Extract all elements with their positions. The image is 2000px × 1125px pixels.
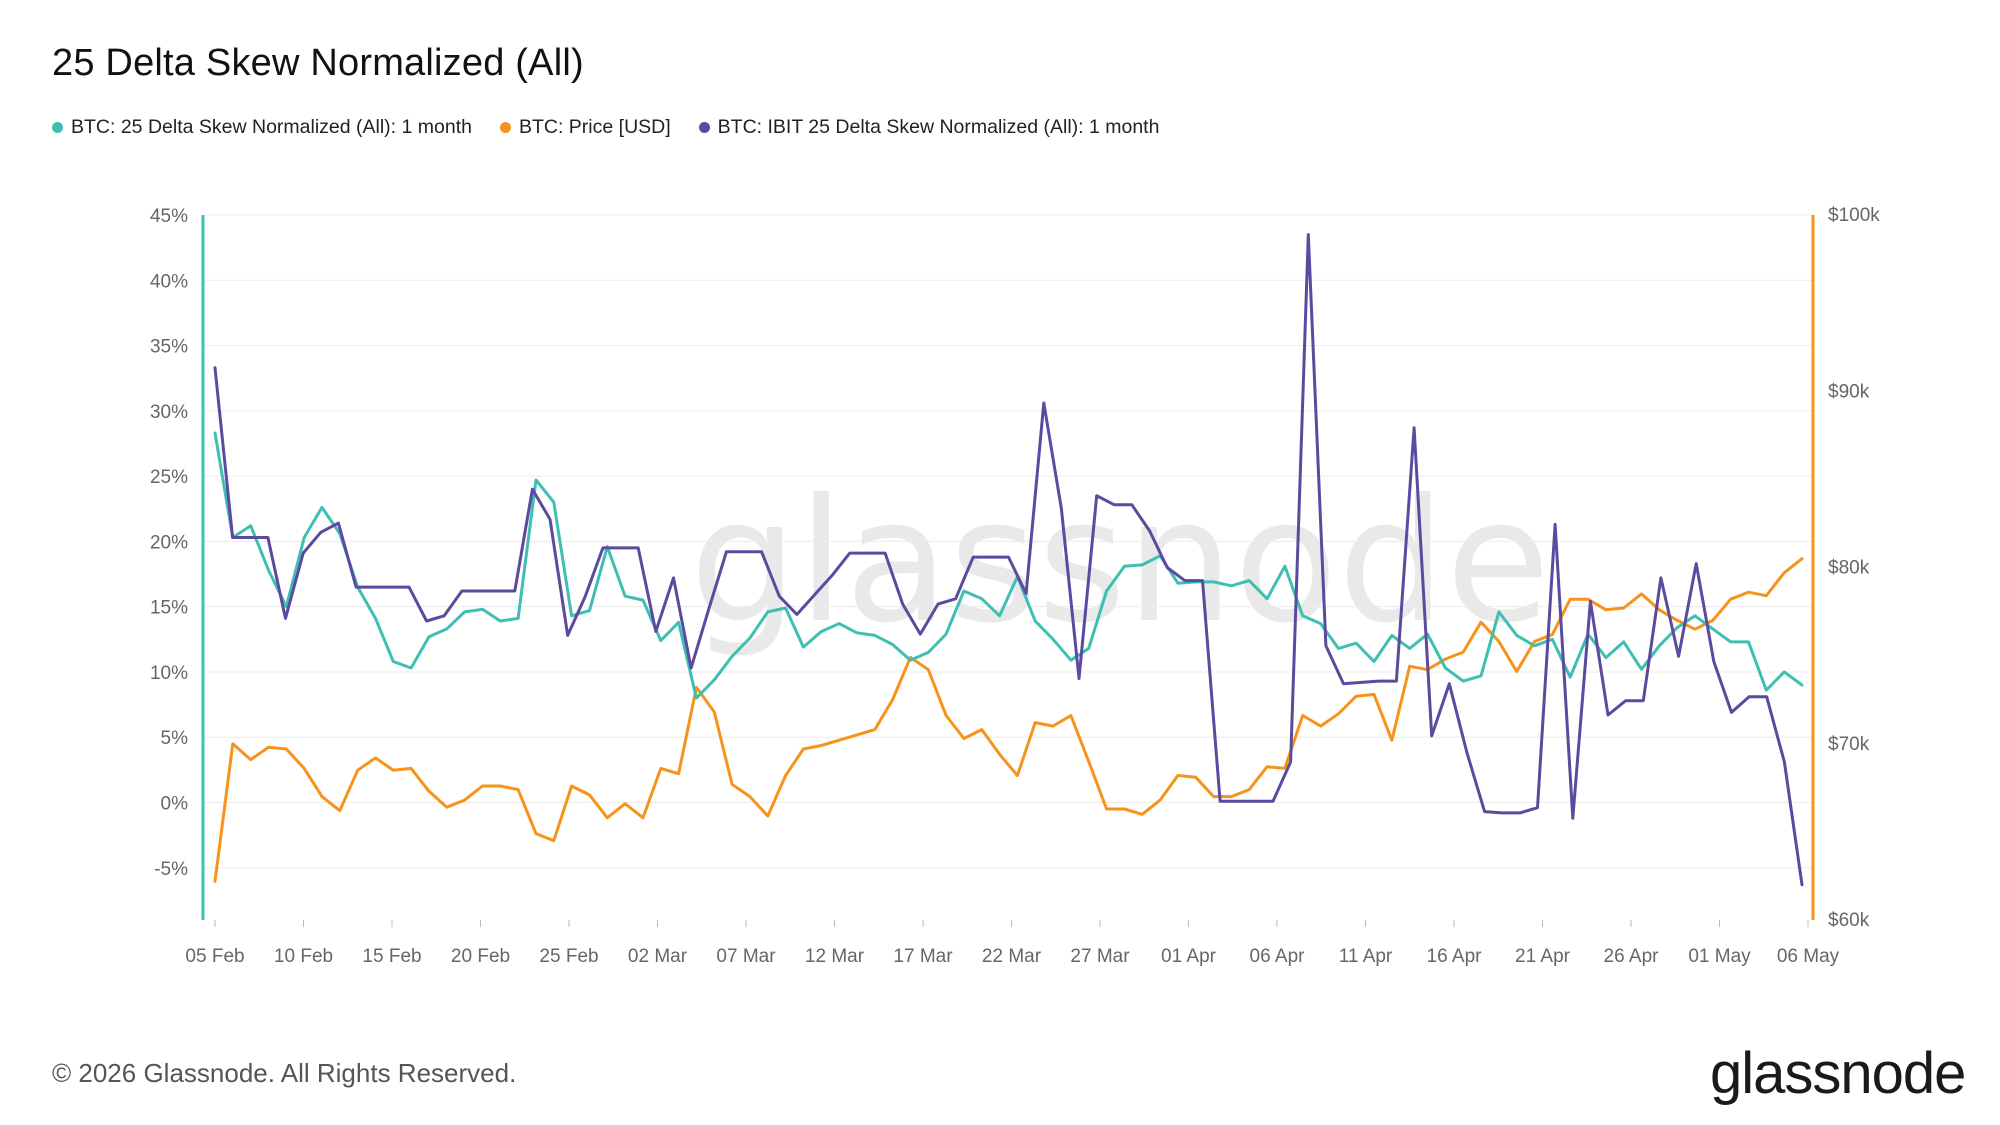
y-left-tick-label: 30% xyxy=(150,402,188,423)
legend-item-ibit[interactable]: BTC: IBIT 25 Delta Skew Normalized (All)… xyxy=(698,116,1160,139)
x-tick-label: 06 May xyxy=(1777,946,1840,967)
x-tick-label: 02 Mar xyxy=(628,946,688,967)
y-left-tick-label: -5% xyxy=(154,859,188,880)
chart-title: 25 Delta Skew Normalized (All) xyxy=(52,42,584,84)
legend-dot-skew xyxy=(52,122,63,133)
x-tick-label: 16 Apr xyxy=(1427,946,1483,967)
x-tick-label: 01 Apr xyxy=(1161,946,1217,967)
series-line-0 xyxy=(213,431,1804,700)
y-left-tick-label: 45% xyxy=(150,206,188,227)
series-lines xyxy=(213,233,1804,887)
x-tick-label: 01 May xyxy=(1688,946,1751,967)
legend-label-price: BTC: Price [USD] xyxy=(518,116,671,138)
x-tick-label: 12 Mar xyxy=(805,946,865,967)
y-right-tick-label: $60k xyxy=(1828,910,1870,931)
y-left-tick-label: 35% xyxy=(150,337,188,358)
glassnode-logo: glassnode xyxy=(1710,1041,1966,1106)
y-right-tick-label: $90k xyxy=(1828,381,1870,402)
y-left-tick-label: 10% xyxy=(150,663,188,684)
y-left-tick-label: 40% xyxy=(150,271,188,292)
legend-dot-price xyxy=(499,122,511,133)
watermark-text: glassnode xyxy=(690,463,1551,661)
y-left-tick-label: 15% xyxy=(150,598,188,619)
x-tick-label: 26 Apr xyxy=(1604,946,1660,967)
legend-dot-ibit xyxy=(698,122,710,133)
x-tick-label: 15 Feb xyxy=(362,946,421,967)
series-line-1 xyxy=(213,557,1804,883)
x-tick-label: 17 Mar xyxy=(893,946,953,967)
y-right-tick-label: $100k xyxy=(1828,205,1880,226)
y-left-tick-label: 25% xyxy=(150,467,188,488)
legend-label-ibit: BTC: IBIT 25 Delta Skew Normalized (All)… xyxy=(717,116,1160,138)
x-tick-label: 11 Apr xyxy=(1339,946,1393,967)
legend-label-skew: BTC: 25 Delta Skew Normalized (All): 1 m… xyxy=(71,116,472,138)
y-right-tick-label: $70k xyxy=(1828,734,1870,755)
x-tick-label: 20 Feb xyxy=(451,946,510,967)
x-tick-label: 27 Mar xyxy=(1070,946,1130,967)
x-tick-label: 07 Mar xyxy=(716,946,776,967)
y-left-tick-label: 5% xyxy=(161,728,189,749)
x-tick-label: 06 Apr xyxy=(1250,946,1306,967)
chart-legend: BTC: 25 Delta Skew Normalized (All): 1 m… xyxy=(52,116,1159,139)
gridlines xyxy=(205,214,1815,869)
legend-item-price[interactable]: BTC: Price [USD] xyxy=(499,116,671,139)
y-right-tick-label: $80k xyxy=(1828,558,1870,579)
x-tick-label: 22 Mar xyxy=(982,946,1042,967)
legend-item-skew[interactable]: BTC: 25 Delta Skew Normalized (All): 1 m… xyxy=(52,116,472,139)
x-tick-label: 05 Feb xyxy=(185,946,244,967)
x-tick-label: 10 Feb xyxy=(274,946,333,967)
x-tick-label: 25 Feb xyxy=(539,946,598,967)
series-line-2 xyxy=(213,233,1804,887)
x-tick-label: 21 Apr xyxy=(1515,946,1571,967)
copyright-footer: © 2026 Glassnode. All Rights Reserved. xyxy=(52,1058,517,1088)
y-left-tick-label: 20% xyxy=(150,532,188,553)
y-left-tick-label: 0% xyxy=(161,794,189,815)
axes: 45% 40% 35% 30% 25% 20% 15% 10% 5% 0% -5% $100k $90k… xyxy=(150,205,1880,967)
